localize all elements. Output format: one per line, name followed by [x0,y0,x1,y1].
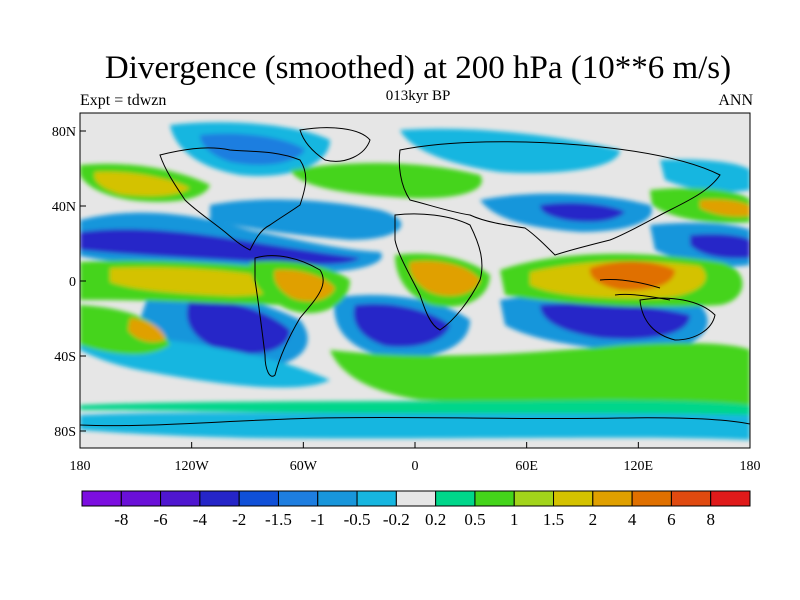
colorbar-swatch [435,490,476,507]
divergence-amazon-core [274,269,335,302]
convergence-south-atlantic-core [353,303,450,348]
lat-tick-label: 40S [54,350,76,365]
colorbar-label: -0.5 [344,510,371,529]
colorbar-swatch [670,490,712,507]
lat-tick-label: 80S [54,425,76,440]
lon-tick-label: 120W [175,459,210,474]
colorbar-label: 6 [667,510,676,529]
divergence-field [80,113,750,448]
colorbar-swatch [160,490,201,507]
lat-tick-label: 80N [52,125,76,140]
lon-tick-label: 120E [624,459,654,474]
colorbar-label: 0.5 [464,510,485,529]
convergence-antarctic [80,411,750,440]
longitude-axis: 180 120W 60W 0 60E 120E 180 [70,442,761,474]
colorbar-label: -8 [114,510,128,529]
coast-africa [394,213,483,331]
convergence-indian-core [540,303,690,340]
lon-tick-label: 0 [412,459,419,474]
convergence-asia-core [540,202,625,222]
colorbar-label: -2 [232,510,246,529]
colorbar-swatch [474,490,515,507]
convergence-north-atlantic [210,199,402,240]
colorbar-label: -0.2 [383,510,410,529]
latitude-axis: 80N 40N 0 40S 80S [52,125,86,440]
coastlines [80,127,750,427]
colorbar-swatch [553,490,594,507]
colorbar-label: 8 [706,510,715,529]
colorbar-swatch [199,490,240,507]
colorbar-label: -4 [193,510,208,529]
convergence-south-pacific-core [186,299,290,354]
lat-tick-label: 40N [52,200,76,215]
coast-eurasia [398,141,721,256]
divergence-north-pacific-core [700,199,750,217]
divergence-eurasia [290,163,482,199]
convergence-arctic-core [200,133,305,165]
colorbar-label: -6 [154,510,168,529]
colorbar-label: 4 [628,510,637,529]
colorbar-swatch [395,490,437,507]
divergence-africa-core [409,260,480,296]
lon-tick-label: 60W [290,459,318,474]
divergence-tropical-pacific-core [110,267,283,296]
plot-title: Divergence (smoothed) at 200 hPa (10**6 … [104,50,732,86]
period-label: 013kyr BP [385,88,451,104]
colorbar: -8 -6 -4 -2 -1.5 -1 -0.5 -0.2 0.2 0.5 1 1.5 2 4 6 8 [81,490,751,529]
colorbar-swatch [710,490,751,507]
convergence-pacific-east-core [690,233,750,259]
colorbar-swatch [513,490,555,507]
convergence-pacific-north-core [80,229,360,265]
divergence-antarctic-edge [80,400,750,415]
coast-australia [639,297,716,341]
colorbar-swatch [277,490,319,507]
divergence-south-pacific [80,305,170,355]
colorbar-swatch [592,490,633,507]
season-label: ANN [718,92,753,109]
convergence-north-pacific [660,159,750,192]
colorbar-swatch [356,490,397,507]
lon-tick-label: 180 [70,459,91,474]
colorbar-swatch [81,490,122,507]
colorbar-label: 1.5 [543,510,564,529]
divergence-north-atlantic-core [94,171,190,196]
divergence-southern-band [330,342,750,405]
divergence-maritime-core [589,261,675,291]
colorbar-label: -1.5 [265,510,292,529]
divergence-south-pacific-core [128,318,165,342]
coast-indonesia [599,279,671,301]
lat-tick-label: 0 [69,275,76,290]
colorbar-swatch [631,490,672,507]
colorbar-label: 0.2 [425,510,446,529]
colorbar-swatch [120,490,162,507]
coast-south-america [254,255,324,377]
colorbar-swatch [317,490,358,507]
lon-tick-label: 180 [740,459,761,474]
colorbar-label: 2 [589,510,598,529]
colorbar-swatch [238,490,279,507]
colorbar-label: -1 [311,510,325,529]
coast-greenland [299,127,371,162]
coast-north-america [159,147,307,251]
lon-tick-label: 60E [515,459,538,474]
convergence-siberia [400,128,620,174]
coast-antarctica [80,416,750,427]
experiment-label: Expt = tdwzn [80,92,167,109]
colorbar-label: 1 [510,510,519,529]
